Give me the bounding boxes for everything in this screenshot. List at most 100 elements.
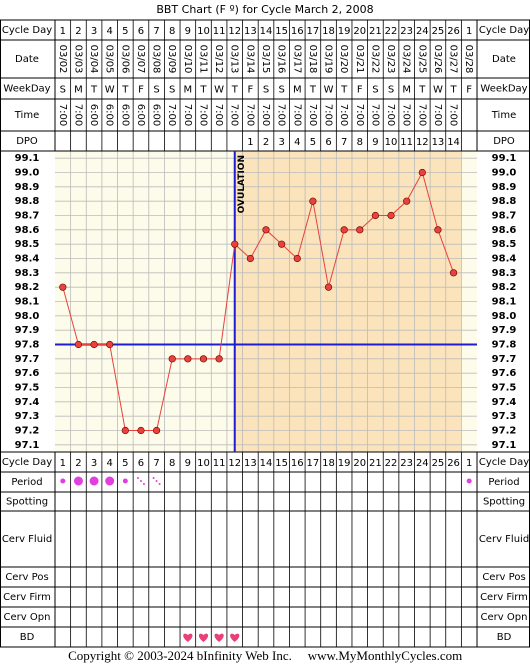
cycle-day-label: 1 — [466, 26, 472, 37]
cycle-day-label: 11 — [213, 26, 226, 37]
time-label: 7:00 — [72, 104, 83, 126]
cycle-day-label: 12 — [228, 458, 241, 469]
temperature-point — [262, 226, 270, 234]
cycle-day-label: 23 — [400, 458, 413, 469]
cycle-day-label: 19 — [338, 458, 351, 469]
dpo-label: 12 — [416, 137, 429, 148]
cycle-day-label: 10 — [197, 26, 210, 37]
temperature-point — [168, 355, 176, 363]
temperature-point — [199, 355, 208, 363]
weekday-label: F — [138, 85, 144, 96]
y-tick-label: 98.5 — [15, 239, 40, 250]
y-tick-label: 97.2 — [15, 426, 40, 437]
cycle-day-label: 24 — [416, 458, 429, 469]
time-label: 7:00 — [57, 104, 68, 126]
cycle-day-label: 22 — [385, 26, 398, 37]
cycle-day-label: 17 — [307, 26, 320, 37]
time-label: 7:00 — [338, 104, 349, 126]
temperature-point — [246, 254, 254, 263]
dpo-label: 1 — [247, 137, 253, 148]
y-tick-label-right: 97.3 — [492, 411, 517, 422]
row-label: Cycle Day — [2, 25, 52, 36]
cycle-day-label: 21 — [369, 26, 382, 37]
weekday-label: T — [121, 85, 129, 96]
period-spotting — [152, 477, 161, 485]
spot-dot — [155, 480, 158, 482]
cycle-day-label: 7 — [153, 26, 159, 37]
bd-heart — [214, 633, 224, 642]
y-tick-label-right: 97.1 — [492, 440, 517, 451]
temperature-point — [59, 283, 67, 291]
time-label: 7:00 — [385, 104, 396, 126]
weekday-label: F — [466, 85, 472, 96]
date-label: 03/17 — [291, 45, 302, 74]
row-label: Cerv Pos — [5, 572, 48, 583]
cycle-day-label: 1 — [60, 26, 66, 37]
temperature-point — [371, 211, 380, 220]
spot-dot — [142, 483, 145, 485]
dpo-label: 8 — [357, 137, 363, 148]
weekday-label: W — [214, 85, 224, 96]
weekday-label: T — [309, 85, 317, 96]
date-label: 03/13 — [229, 45, 240, 74]
cycle-day-label: 14 — [260, 458, 273, 469]
y-tick-label: 98.8 — [15, 196, 40, 207]
y-tick-label: 97.5 — [15, 383, 40, 394]
date-label: 03/22 — [369, 45, 380, 74]
y-tick-label: 97.4 — [15, 397, 40, 408]
time-label: 7:00 — [229, 104, 240, 126]
date-label: 03/12 — [213, 45, 224, 74]
weekday-label: M — [402, 85, 411, 96]
weekday-label: T — [231, 85, 239, 96]
time-label: 7:00 — [213, 104, 224, 126]
period-dot — [105, 476, 115, 486]
time-label: 6:00 — [135, 104, 146, 126]
cycle-day-label: 13 — [244, 458, 257, 469]
row-label: Cerv Fluid — [2, 534, 52, 545]
ovulation-label: OVULATION — [237, 155, 247, 213]
weekday-label: W — [105, 85, 115, 96]
date-label: 03/08 — [151, 45, 162, 74]
y-tick-label-right: 97.4 — [492, 397, 517, 408]
cycle-day-label: 10 — [197, 458, 210, 469]
weekday-label: M — [184, 85, 193, 96]
date-label: 03/11 — [197, 45, 208, 74]
weekday-label: S — [169, 85, 175, 96]
y-tick-label-right: 98.3 — [492, 268, 517, 279]
temperature-point — [90, 340, 98, 349]
cycle-day-label: 5 — [122, 458, 128, 469]
cycle-day-label: 20 — [353, 26, 366, 37]
row-label-right: Date — [492, 54, 516, 65]
y-tick-label-right: 98.2 — [492, 282, 517, 293]
y-tick-label: 97.3 — [15, 411, 40, 422]
cycle-day-label: 12 — [228, 26, 241, 37]
y-tick-label: 99.0 — [15, 168, 40, 179]
time-label: 7:00 — [166, 104, 177, 126]
time-label: 7:00 — [291, 104, 302, 126]
date-label: 03/05 — [104, 45, 115, 74]
dpo-label: 4 — [294, 137, 300, 148]
time-label: 7:00 — [197, 104, 208, 126]
dpo-label: 14 — [447, 137, 460, 148]
row-label-right: Period — [488, 477, 519, 488]
row-label: WeekDay — [3, 84, 50, 95]
weekday-label: M — [293, 85, 302, 96]
row-label-right: Spotting — [483, 497, 525, 508]
weekday-label: F — [247, 85, 253, 96]
period-dot — [89, 476, 99, 486]
row-label-right: Cycle Day — [479, 457, 529, 468]
weekday-label: S — [372, 85, 378, 96]
y-tick-label-right: 99.0 — [492, 168, 517, 179]
y-tick-label: 98.3 — [15, 268, 40, 279]
chart-title: BBT Chart (F º) for Cycle March 2, 2008 — [156, 3, 373, 16]
cycle-day-label: 25 — [432, 458, 445, 469]
time-label: 7:00 — [307, 104, 318, 126]
date-label: 03/27 — [448, 45, 459, 74]
date-label: 03/21 — [354, 45, 365, 74]
row-label-right: Time — [491, 110, 516, 121]
period-dot — [466, 478, 472, 484]
cycle-day-label: 4 — [107, 458, 113, 469]
y-tick-label-right: 98.9 — [492, 182, 517, 193]
y-tick-label-right: 97.8 — [492, 340, 517, 351]
weekday-label: S — [153, 85, 159, 96]
